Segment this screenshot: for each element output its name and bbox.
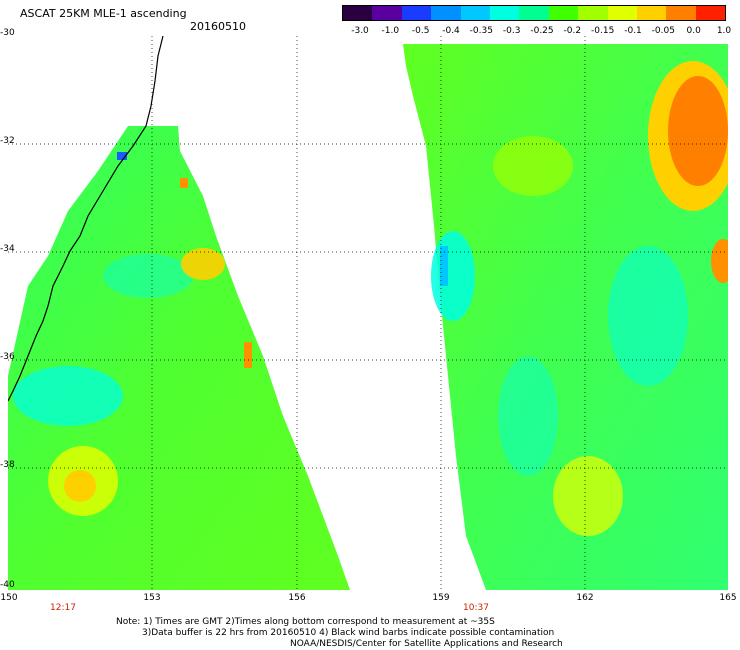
lat-label-30: -30 [0, 28, 15, 38]
colorbar-tick-label: -3.0 [351, 26, 369, 36]
colorbar-segment [372, 6, 402, 20]
colorbar-segment [666, 6, 696, 20]
colorbar-tick-label: -0.5 [411, 26, 430, 36]
pass-time-right: 10:37 [463, 603, 489, 613]
lon-label-150: 150 [0, 593, 18, 603]
colorbar-tick-label: 1.0 [716, 26, 732, 36]
colorbar-tick-label: -0.2 [563, 26, 582, 36]
colorbar [342, 5, 726, 21]
colorbar-segment [548, 6, 579, 20]
colorbar-segment [401, 6, 432, 20]
colorbar-tick-label: -0.15 [591, 26, 615, 36]
note-line-1: Note: 1) Times are GMT 2)Times along bot… [116, 617, 495, 627]
colorbar-tick-label: 0.0 [686, 26, 701, 36]
left-swath [8, 126, 350, 590]
colorbar-segment [607, 6, 637, 20]
lon-label-153: 153 [143, 593, 161, 603]
note-line-2: 3)Data buffer is 22 hrs from 20160510 4)… [142, 628, 555, 638]
colorbar-segment [460, 6, 490, 20]
lon-label-165: 165 [719, 593, 737, 603]
colorbar-tick-label: -0.3 [502, 26, 521, 36]
coastline [8, 36, 164, 402]
colorbar-tick-label: -0.35 [469, 26, 493, 36]
product-title: ASCAT 25KM MLE-1 ascending [20, 7, 187, 20]
lon-label-159: 159 [432, 593, 450, 603]
lat-label-38: -38 [0, 460, 15, 470]
colorbar-tick-label: -0.4 [442, 26, 460, 36]
colorbar-segment [519, 6, 549, 20]
colorbar-segment [636, 6, 667, 20]
lat-label-40: -40 [0, 580, 15, 590]
right-swath [403, 44, 728, 590]
note-line-3: NOAA/NESDIS/Center for Satellite Applica… [290, 639, 563, 649]
colorbar-tick-label: -1.0 [381, 26, 400, 36]
colorbar-segment [695, 6, 726, 20]
lat-label-34: -34 [0, 244, 15, 254]
colorbar-segment [489, 6, 520, 20]
lat-label-36: -36 [0, 352, 15, 362]
lon-label-162: 162 [576, 593, 594, 603]
product-date: 20160510 [190, 20, 246, 33]
wind-map [8, 36, 728, 592]
lat-label-32: -32 [0, 136, 15, 146]
pass-time-left: 12:17 [50, 603, 76, 613]
colorbar-segment [343, 6, 373, 20]
colorbar-tick-label: -0.25 [530, 26, 554, 36]
grid [8, 36, 728, 592]
colorbar-segment [431, 6, 461, 20]
colorbar-tick-label: -0.05 [651, 26, 675, 36]
colorbar-segment [578, 6, 608, 20]
lon-label-156: 156 [288, 593, 306, 603]
colorbar-tick-label: -0.1 [624, 26, 642, 36]
